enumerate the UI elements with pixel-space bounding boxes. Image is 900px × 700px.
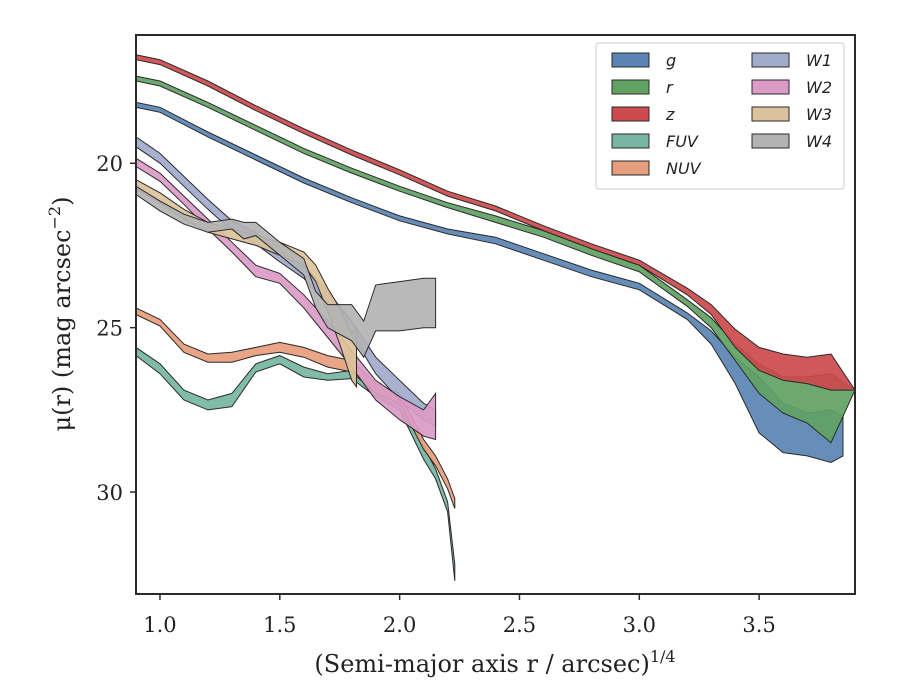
series-band-fuv [135, 346, 456, 581]
legend-item-z: z [611, 105, 675, 124]
series-band-w4 [135, 185, 437, 359]
x-axis-title: (Semi-major axis r / arcsec)1/4 [314, 647, 675, 678]
y-tick-label: 20 [96, 152, 123, 176]
x-axis: 1.0 1.5 2.0 2.5 3.0 3.5 [143, 594, 776, 637]
x-tick-label: 3.5 [742, 613, 775, 637]
legend-swatch [751, 106, 790, 122]
legend-swatch [751, 52, 790, 68]
legend-swatch [611, 133, 650, 149]
x-tick-label: 2.5 [503, 613, 536, 637]
legend-label: FUV [666, 132, 699, 151]
legend-item-w3: W3 [751, 105, 832, 124]
legend-label: W2 [806, 78, 832, 97]
series-band-nuv [135, 307, 456, 509]
y-axis-title: μ(r) (mag arcsec−2) [45, 197, 76, 432]
plot-area [135, 54, 856, 581]
legend-item-w1: W1 [751, 51, 832, 70]
legend-swatch [611, 52, 650, 68]
x-tick-label: 1.0 [143, 613, 176, 637]
legend-label: NUV [666, 159, 702, 178]
x-axis-title-text: (Semi-major axis r / arcsec) [314, 650, 649, 678]
y-axis: 20 25 30 [96, 152, 136, 505]
series-band-g [135, 101, 844, 464]
legend-swatch [751, 133, 790, 149]
legend-item-nuv: NUV [611, 159, 702, 178]
legend-swatch [611, 106, 650, 122]
legend-item-w4: W4 [751, 132, 832, 151]
legend-swatch [751, 79, 790, 95]
y-axis-title-text: μ(r) (mag arcsec [48, 229, 76, 431]
legend-item-fuv: FUV [611, 132, 699, 151]
series-band-z [135, 54, 856, 391]
y-axis-title-exponent: −2 [45, 206, 64, 230]
legend-item-g: g [611, 51, 676, 70]
x-tick-label: 2.0 [383, 613, 416, 637]
y-axis-title-suffix: ) [48, 197, 76, 206]
legend: grz FUV NUV W1 W2 W3 W4 [595, 42, 845, 190]
x-tick-label: 3.0 [623, 613, 656, 637]
legend-item-w2: W2 [751, 78, 832, 97]
legend-label: g [666, 51, 676, 70]
y-tick-label: 25 [96, 317, 123, 341]
legend-label: W3 [806, 105, 832, 124]
legend-label: W1 [806, 51, 832, 70]
legend-swatch [611, 79, 650, 95]
series-band-r [135, 75, 856, 444]
y-tick-label: 30 [96, 481, 123, 505]
legend-label: r [666, 78, 674, 97]
x-tick-label: 1.5 [263, 613, 296, 637]
legend-label: W4 [806, 132, 832, 151]
x-axis-title-exponent: 1/4 [650, 647, 676, 666]
plot-frame [135, 34, 856, 595]
legend-item-r: r [611, 78, 674, 97]
legend-label: z [665, 105, 675, 124]
legend-swatch [611, 160, 650, 176]
